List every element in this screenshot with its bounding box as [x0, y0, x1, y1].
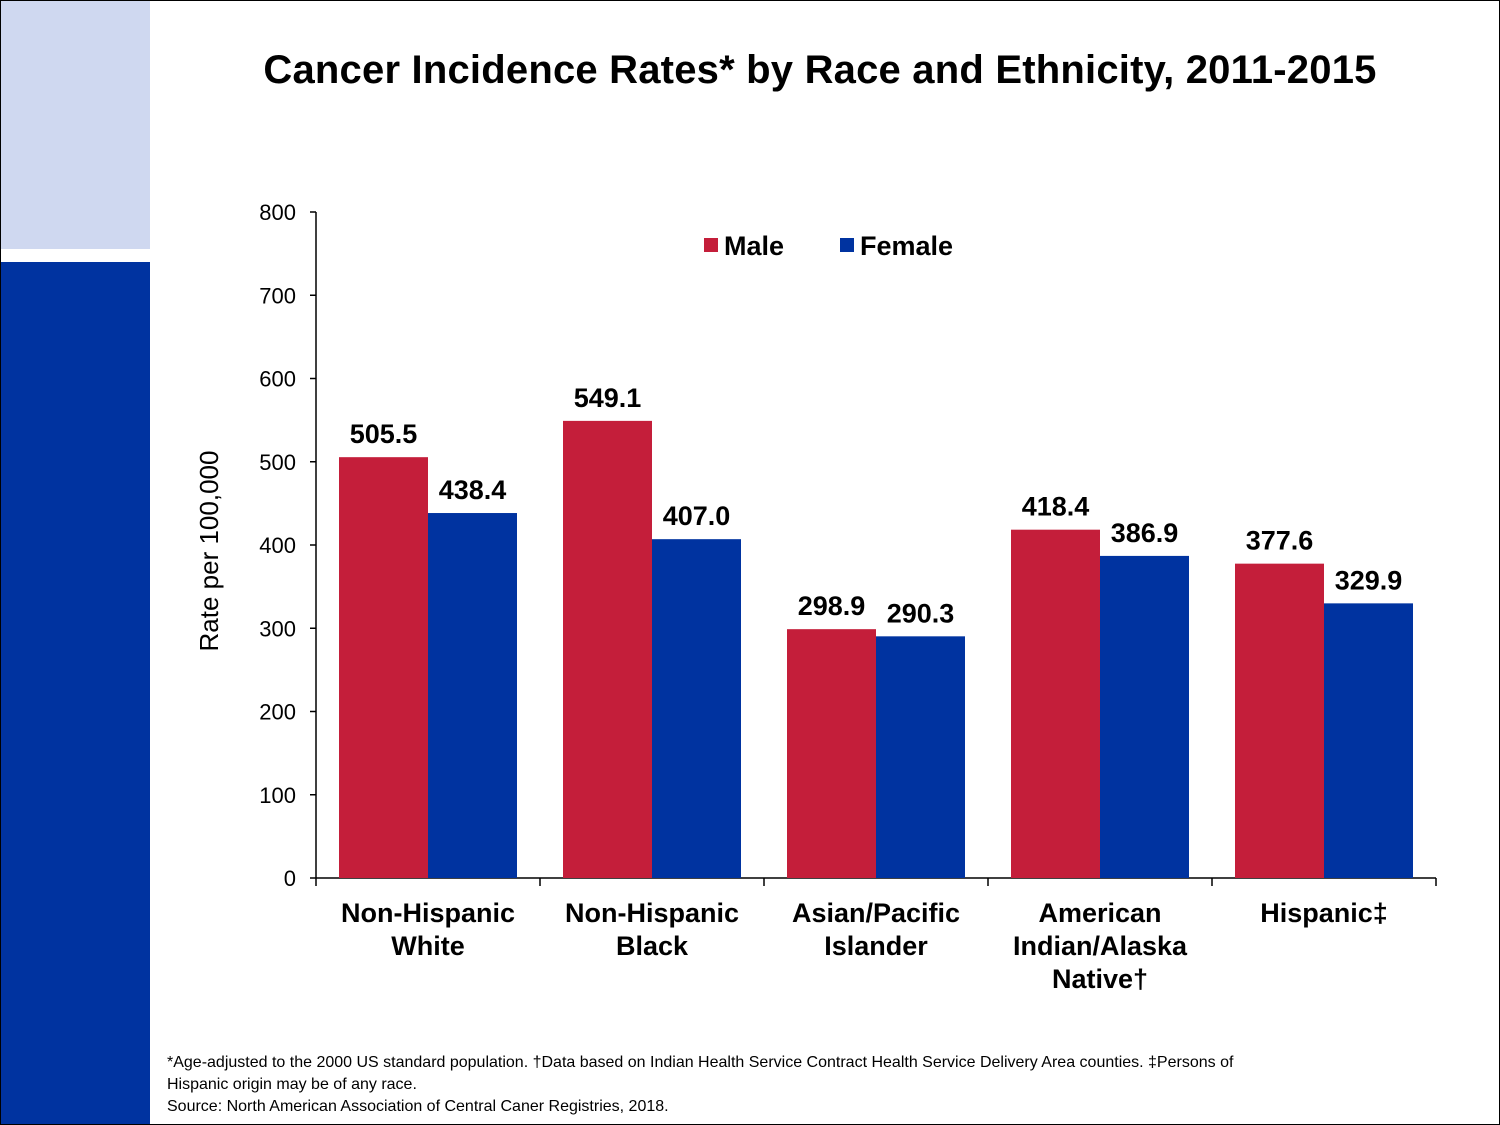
x-tick-label: Non-Hispanic [341, 898, 515, 928]
bar-female [1324, 603, 1413, 878]
y-tick-label: 300 [259, 616, 296, 641]
footnote: *Age-adjusted to the 2000 US standard po… [167, 1052, 1467, 1118]
y-tick-label: 100 [259, 783, 296, 808]
data-label: 329.9 [1335, 565, 1403, 595]
bar-male [1011, 529, 1100, 878]
bar-male [787, 629, 876, 878]
bar-chart: 0 100 200 300 400 500 600 700 800 Rate per 100,00… [194, 200, 1437, 994]
x-tick-label: Indian/Alaska [1013, 931, 1188, 961]
y-tick-label: 700 [259, 283, 296, 308]
bar-male [563, 420, 652, 878]
data-label: 549.1 [574, 383, 642, 413]
data-label: 505.5 [350, 419, 418, 449]
x-tick-label: Islander [824, 931, 928, 961]
x-tick-label: Native† [1052, 964, 1148, 994]
footnote-line-1: *Age-adjusted to the 2000 US standard po… [167, 1054, 1234, 1071]
x-tick-label: Hispanic‡ [1260, 898, 1388, 928]
data-label: 386.9 [1111, 518, 1179, 548]
y-axis-title: Rate per 100,000 [194, 451, 224, 652]
bar-female [652, 539, 741, 878]
source-note: Source: North American Association of Ce… [167, 1098, 669, 1115]
legend-label-male: Male [724, 231, 784, 261]
legend-label-female: Female [860, 231, 953, 261]
side-band-light [1, 1, 150, 249]
data-label: 298.9 [798, 591, 866, 621]
bar-male [1235, 563, 1324, 878]
legend-swatch-male [704, 238, 718, 252]
x-tick-label: Asian/Pacific [792, 898, 960, 928]
y-tick-label: 200 [259, 700, 296, 725]
side-band-dark [1, 262, 150, 1124]
y-tick-label: 400 [259, 533, 296, 558]
x-tick-label: American [1038, 898, 1161, 928]
bar-female [1100, 555, 1189, 878]
y-tick-label: 0 [284, 866, 296, 891]
legend-swatch-female [840, 238, 854, 252]
data-label: 418.4 [1022, 492, 1090, 522]
bar-female [876, 636, 965, 878]
y-tick-label: 500 [259, 450, 296, 475]
data-label: 377.6 [1246, 526, 1314, 556]
data-label: 407.0 [663, 501, 731, 531]
x-tick-label: Black [616, 931, 689, 961]
chart-title: Cancer Incidence Rates* by Race and Ethn… [263, 48, 1377, 92]
data-label: 438.4 [439, 475, 507, 505]
bar-female [428, 513, 517, 878]
x-tick-label: White [391, 931, 465, 961]
x-tick-label: Non-Hispanic [565, 898, 739, 928]
y-tick-label: 600 [259, 367, 296, 392]
data-label: 290.3 [887, 598, 955, 628]
bar-male [339, 457, 428, 878]
footnote-line-2: Hispanic origin may be of any race. [167, 1076, 417, 1093]
y-tick-label: 800 [259, 200, 296, 225]
